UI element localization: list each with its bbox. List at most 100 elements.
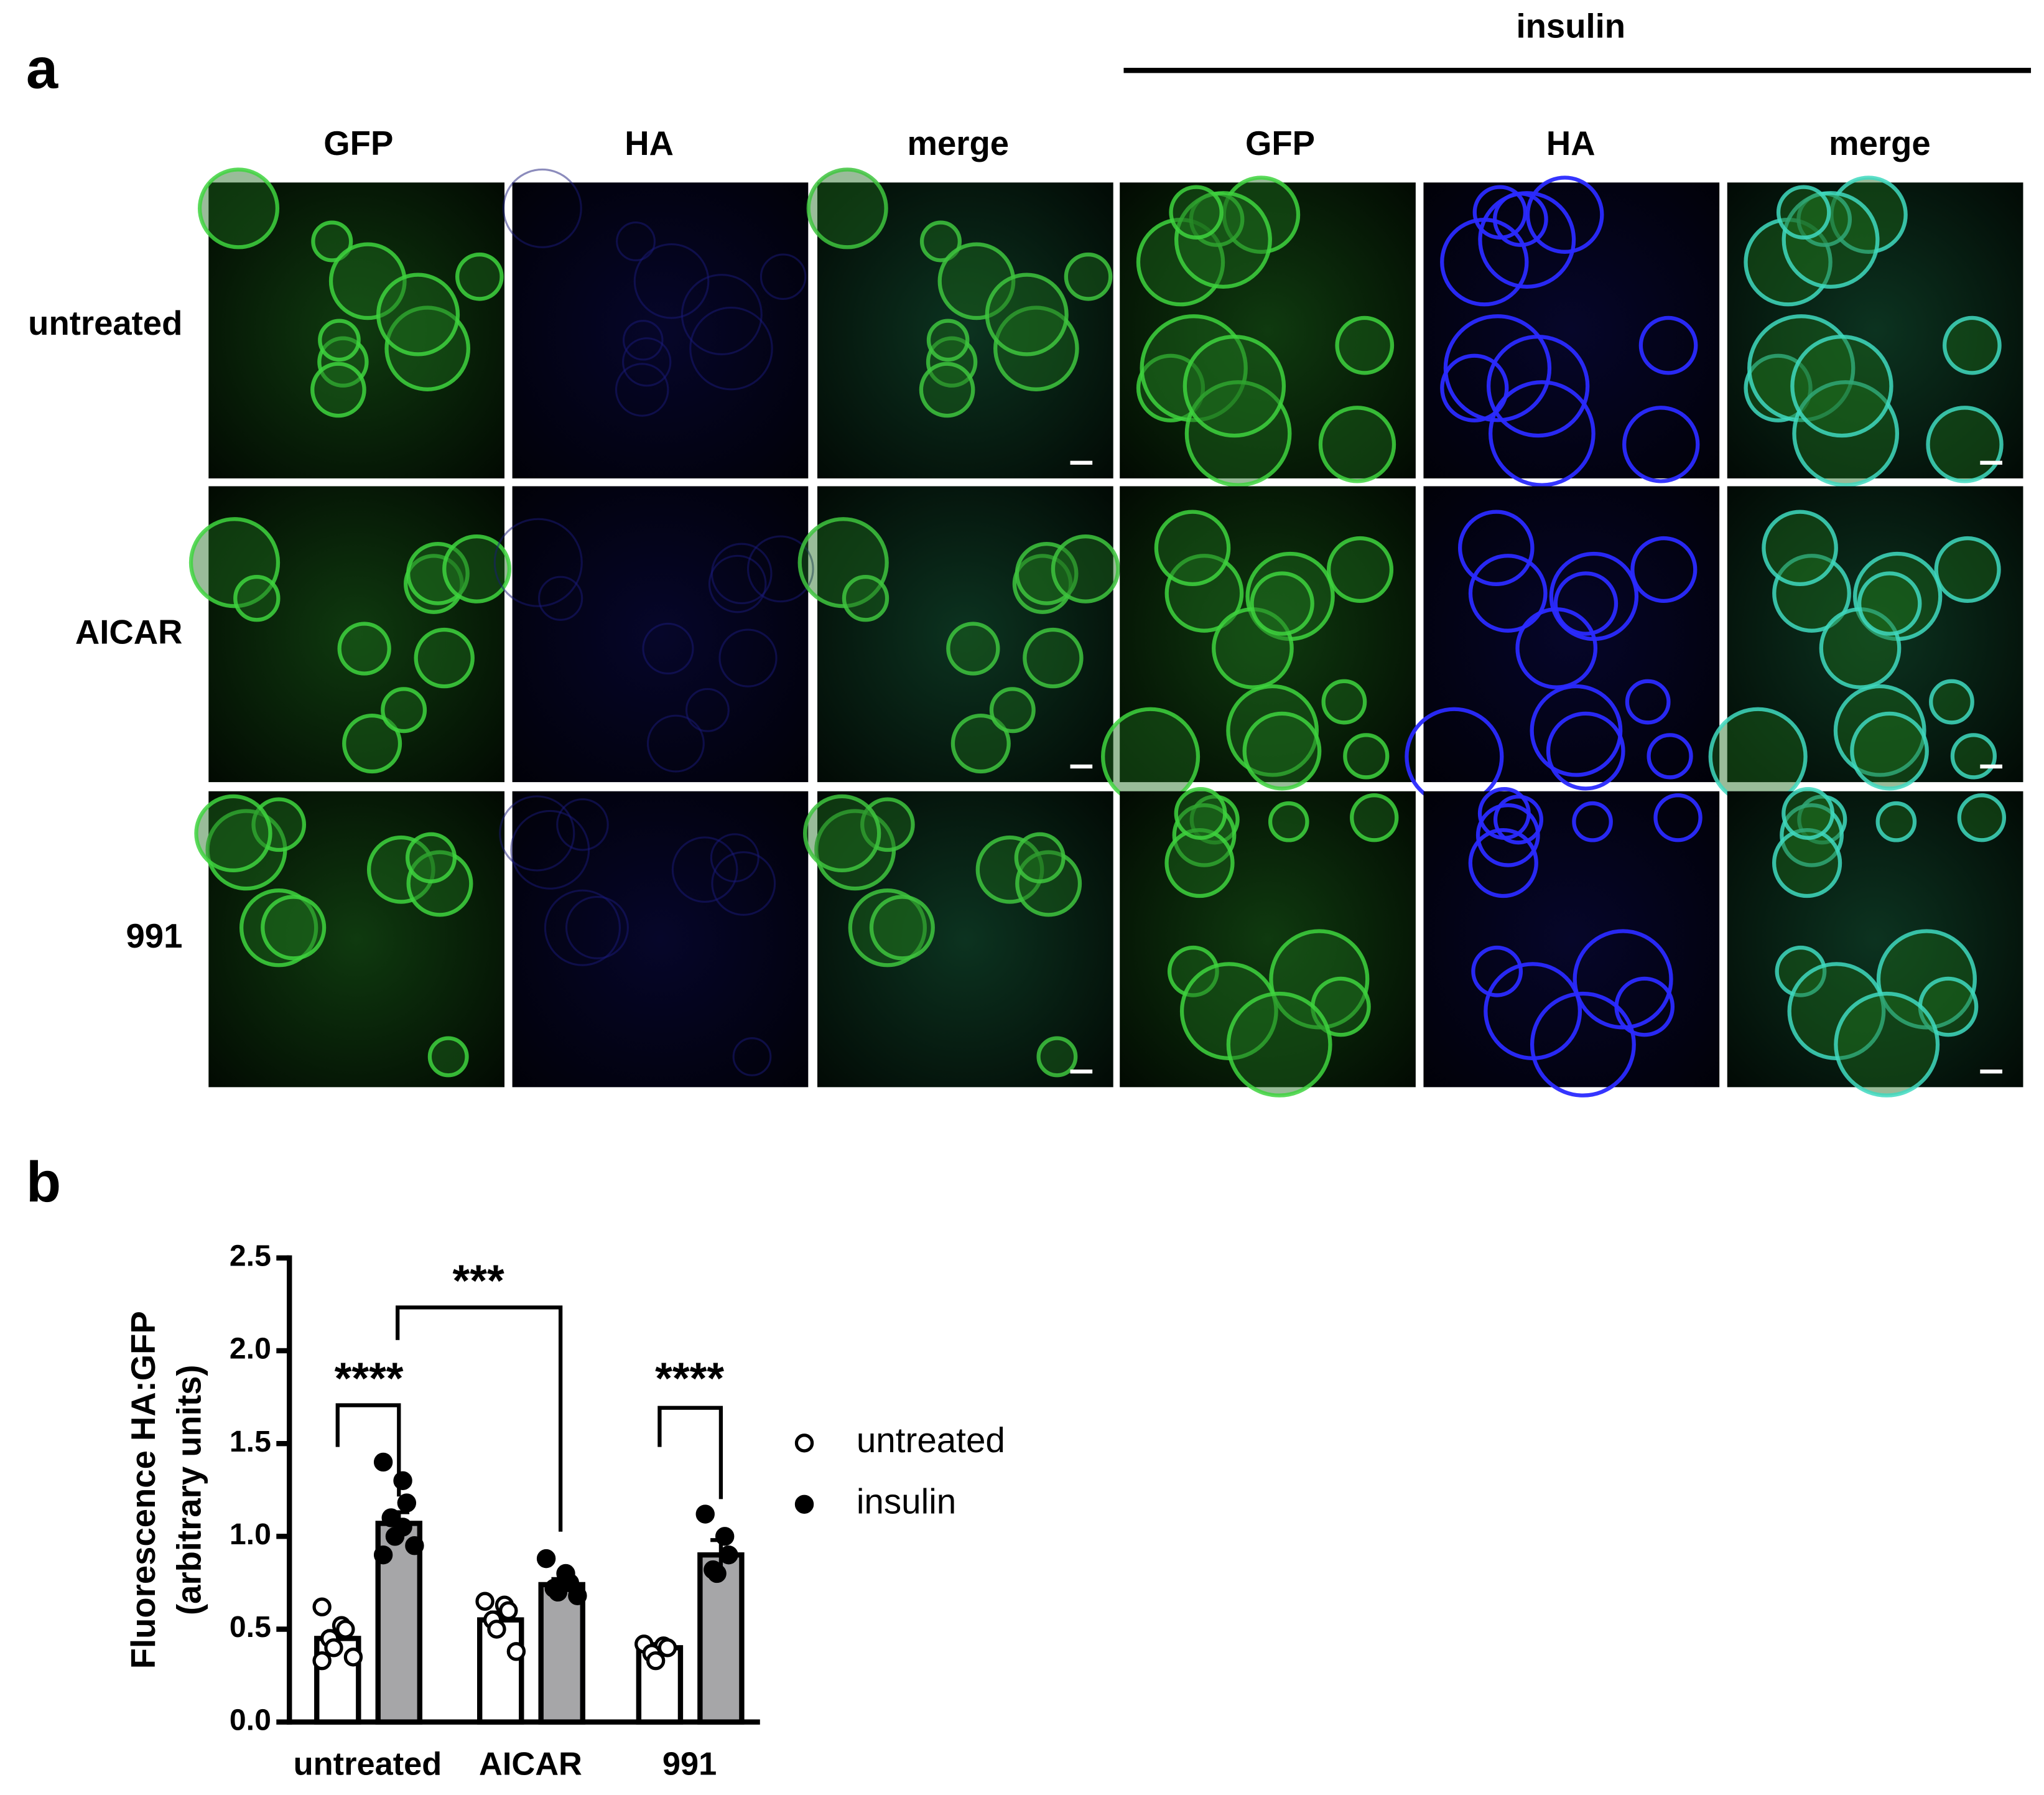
cell bbox=[1493, 795, 1544, 845]
cell bbox=[537, 576, 583, 621]
cell bbox=[1226, 684, 1319, 777]
cell bbox=[1468, 554, 1548, 633]
cell bbox=[1015, 850, 1082, 917]
x-tick-label: 991 bbox=[662, 1746, 717, 1783]
cell bbox=[366, 835, 435, 904]
micrograph bbox=[512, 791, 809, 1088]
cell bbox=[405, 832, 457, 884]
cell bbox=[718, 628, 778, 688]
data-point bbox=[487, 1620, 506, 1639]
cell bbox=[1875, 801, 1917, 842]
cell bbox=[427, 1036, 469, 1078]
data-point bbox=[312, 1651, 332, 1671]
group-label: insulin bbox=[1517, 7, 1626, 45]
cell bbox=[188, 517, 281, 608]
cell bbox=[797, 517, 889, 608]
cell bbox=[1747, 314, 1856, 422]
cell bbox=[1164, 828, 1235, 898]
cell bbox=[1850, 711, 1929, 791]
cell bbox=[1929, 679, 1974, 725]
panel-label: a bbox=[26, 37, 58, 101]
y-tick-label: 2.0 bbox=[230, 1332, 271, 1366]
cell bbox=[710, 833, 760, 883]
cell bbox=[1172, 803, 1237, 867]
data-point bbox=[373, 1452, 393, 1472]
cell bbox=[261, 895, 327, 961]
y-tick-label: 0.0 bbox=[230, 1703, 271, 1737]
cell bbox=[197, 167, 280, 249]
cell bbox=[406, 850, 473, 917]
data-point bbox=[536, 1549, 556, 1569]
cell bbox=[1782, 191, 1880, 289]
y-tick-label: 0.5 bbox=[230, 1610, 271, 1644]
cell bbox=[1776, 185, 1831, 240]
column-label: merge bbox=[908, 124, 1010, 162]
data-point bbox=[393, 1518, 412, 1537]
cell bbox=[1471, 945, 1523, 997]
cell bbox=[1350, 793, 1399, 842]
cell bbox=[616, 221, 656, 261]
row-label: untreated bbox=[28, 304, 182, 342]
column-label: HA bbox=[1546, 124, 1596, 162]
panel-label: b bbox=[26, 1150, 61, 1214]
cell bbox=[975, 835, 1044, 904]
significance-label: *** bbox=[453, 1257, 504, 1306]
data-point bbox=[506, 1642, 526, 1661]
cell bbox=[806, 167, 888, 249]
data-point bbox=[646, 1651, 666, 1671]
cell bbox=[993, 305, 1079, 391]
data-point bbox=[499, 1601, 518, 1620]
cell bbox=[1834, 991, 1940, 1098]
cell bbox=[1486, 334, 1590, 438]
cell bbox=[622, 337, 672, 387]
micrograph bbox=[1423, 791, 1720, 1088]
legend-marker bbox=[794, 1434, 814, 1453]
cell bbox=[1957, 793, 2007, 842]
y-tick-label: 1.0 bbox=[230, 1518, 271, 1551]
cell bbox=[1326, 536, 1394, 604]
cell bbox=[1762, 510, 1838, 587]
cell bbox=[1318, 406, 1396, 483]
cell bbox=[671, 836, 738, 903]
cell bbox=[1014, 832, 1066, 884]
cell bbox=[842, 575, 890, 622]
cell bbox=[1943, 315, 2002, 375]
micrograph bbox=[817, 486, 1113, 783]
cell bbox=[1775, 945, 1827, 997]
cell bbox=[746, 535, 814, 603]
x-tick-label: AICAR bbox=[479, 1746, 582, 1783]
cell bbox=[710, 543, 773, 605]
cell bbox=[1546, 711, 1625, 791]
legend-marker bbox=[794, 1494, 814, 1514]
cell bbox=[493, 518, 583, 607]
cell bbox=[1647, 733, 1693, 780]
cell bbox=[194, 794, 272, 873]
cell bbox=[1036, 1036, 1078, 1078]
cell bbox=[1335, 315, 1395, 375]
micrograph bbox=[208, 486, 505, 783]
cell bbox=[1525, 175, 1604, 254]
data-point bbox=[695, 1504, 715, 1524]
column-label: HA bbox=[625, 124, 674, 162]
cell bbox=[1164, 554, 1244, 633]
cell bbox=[1478, 191, 1576, 289]
cell bbox=[1023, 627, 1084, 689]
cell bbox=[381, 687, 427, 734]
cell bbox=[1154, 510, 1231, 587]
cell bbox=[1934, 536, 2001, 604]
cell bbox=[1343, 733, 1390, 780]
cell bbox=[1226, 991, 1332, 1098]
data-point bbox=[707, 1564, 727, 1583]
cell bbox=[711, 851, 776, 916]
cell bbox=[1169, 185, 1224, 240]
cell bbox=[1653, 793, 1703, 842]
cell bbox=[342, 714, 402, 774]
significance-label: **** bbox=[655, 1354, 724, 1404]
legend-label: untreated bbox=[857, 1420, 1005, 1460]
cell bbox=[1140, 314, 1248, 422]
data-point bbox=[312, 1597, 332, 1616]
cell bbox=[1472, 185, 1528, 240]
cell bbox=[1572, 801, 1613, 842]
cell bbox=[1443, 314, 1552, 422]
data-point bbox=[336, 1620, 355, 1639]
